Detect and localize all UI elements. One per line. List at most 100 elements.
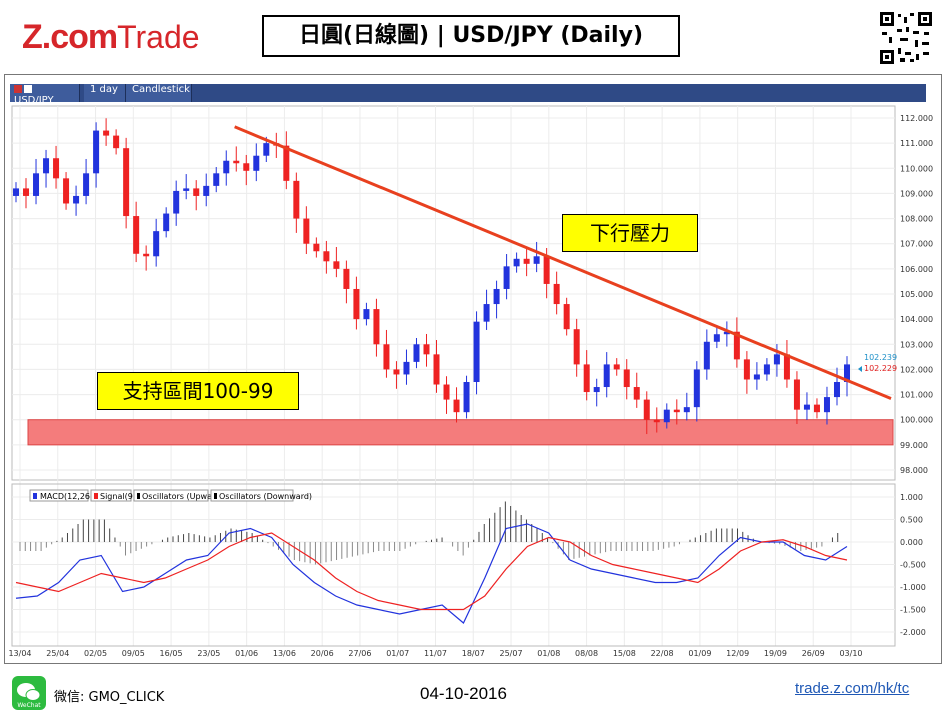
candle-body <box>773 354 780 365</box>
candle-body <box>663 409 670 423</box>
candle-body <box>563 304 570 330</box>
site-link[interactable]: trade.z.com/hk/tc <box>795 680 910 697</box>
wechat-icon[interactable]: WeChat <box>12 676 46 710</box>
x-tick-label: 01/07 <box>386 649 409 658</box>
candle-body <box>363 309 370 320</box>
flags-icon <box>14 85 22 93</box>
candle-body <box>393 369 400 375</box>
legend-osc-down-label: Oscillators (Downward) <box>219 492 312 501</box>
wechat-bubbles-icon: WeChat <box>17 683 41 709</box>
x-tick-label: 01/06 <box>235 649 258 658</box>
y-tick-label: 105.000 <box>900 290 933 299</box>
candles-layer <box>13 118 850 435</box>
candle-body <box>43 158 50 174</box>
y-tick-label: 102.000 <box>900 365 933 374</box>
candle-body <box>83 173 90 196</box>
y-tick-label: 107.000 <box>900 240 933 249</box>
candle-body <box>483 304 490 322</box>
brand-logo: Z.comTrade <box>22 18 200 58</box>
tab-period[interactable]: 1 day <box>84 84 126 102</box>
candle-body <box>173 190 180 214</box>
candle-body <box>93 130 100 174</box>
y-tick-label: 99.000 <box>900 441 928 450</box>
candle-body <box>153 231 160 257</box>
macd-legend: MACD(12,26) Signal(9) Oscillators (Upwar… <box>29 489 312 502</box>
x-tick-label: 09/05 <box>122 649 145 658</box>
candle-body <box>223 160 230 174</box>
candle-body <box>473 321 480 382</box>
tab-symbol[interactable]: USD/JPY <box>10 84 80 106</box>
x-tick-label: 27/06 <box>348 649 371 658</box>
macd-tick-label: 1.000 <box>900 493 923 502</box>
candle-body <box>23 188 30 196</box>
y-tick-label: 109.000 <box>900 189 933 198</box>
candle-body <box>113 135 120 149</box>
candle-body <box>833 382 840 398</box>
x-tick-label: 15/08 <box>613 649 636 658</box>
y-tick-label: 110.000 <box>900 164 933 173</box>
legend-macd-label: MACD(12,26) <box>40 492 93 501</box>
y-tick-label: 111.000 <box>900 139 933 148</box>
candle-body <box>813 404 820 413</box>
candle-body <box>53 158 60 179</box>
y-tick-label: 100.000 <box>900 416 933 425</box>
candle-body <box>643 399 650 420</box>
x-tick-label: 13/04 <box>8 649 31 658</box>
candle-body <box>323 251 330 262</box>
candle-body <box>243 163 250 171</box>
resistance-callout: 下行壓力 <box>562 214 698 252</box>
candle-body <box>533 256 540 264</box>
candle-body <box>283 145 290 181</box>
x-tick-label: 18/07 <box>462 649 485 658</box>
y-tick-label: 103.000 <box>900 340 933 349</box>
last-price-marker <box>858 366 862 372</box>
logo-sub: Trade <box>117 19 200 55</box>
candle-body <box>463 382 470 413</box>
candle-body <box>673 409 680 413</box>
candle-body <box>203 185 210 196</box>
candle-body <box>293 180 300 219</box>
candle-body <box>603 364 610 388</box>
legend-macd <box>29 489 89 502</box>
candle-body <box>743 359 750 380</box>
macd-grid <box>11 483 896 647</box>
y-tick-label: 104.000 <box>900 315 933 324</box>
flags-icon <box>24 85 32 93</box>
page-title: 日圓(日線圖) | USD/JPY (Daily) <box>262 15 680 57</box>
candle-body <box>343 268 350 289</box>
candle-body <box>403 361 410 375</box>
wechat-caption: WeChat <box>17 702 41 709</box>
support-zone <box>27 419 894 446</box>
candle-body <box>33 173 40 196</box>
candle-body <box>653 419 660 423</box>
logo-main: Z.com <box>22 18 118 56</box>
candle-body <box>333 261 340 269</box>
candle-body <box>523 258 530 264</box>
x-tick-label: 11/07 <box>424 649 447 658</box>
candle-body <box>123 148 130 217</box>
candle-body <box>783 354 790 380</box>
candle-body <box>443 384 450 400</box>
x-tick-label: 23/05 <box>197 649 220 658</box>
candle-body <box>683 407 690 413</box>
tab-chart-style[interactable]: Candlestick <box>126 84 192 102</box>
candle-body <box>693 369 700 408</box>
x-tick-label: 03/10 <box>839 649 862 658</box>
price-axis: 112.000 111.000 110.000 109.000 108.000 107.0… <box>900 114 933 475</box>
macd-tick-label: -2.000 <box>900 628 926 637</box>
candle-body <box>844 364 850 382</box>
candle-body <box>373 309 380 345</box>
macd-line <box>15 523 848 624</box>
macd-tick-label: 0.000 <box>900 538 923 547</box>
candle-body <box>793 379 800 410</box>
candle-body <box>503 266 510 289</box>
support-callout: 支持區間100-99 <box>97 372 299 410</box>
y-tick-label: 106.000 <box>900 265 933 274</box>
candle-body <box>353 288 360 320</box>
candle-body <box>183 188 190 191</box>
candle-body <box>623 369 630 388</box>
candle-body <box>213 173 220 186</box>
x-tick-label: 02/05 <box>84 649 107 658</box>
candle-body <box>133 216 140 254</box>
